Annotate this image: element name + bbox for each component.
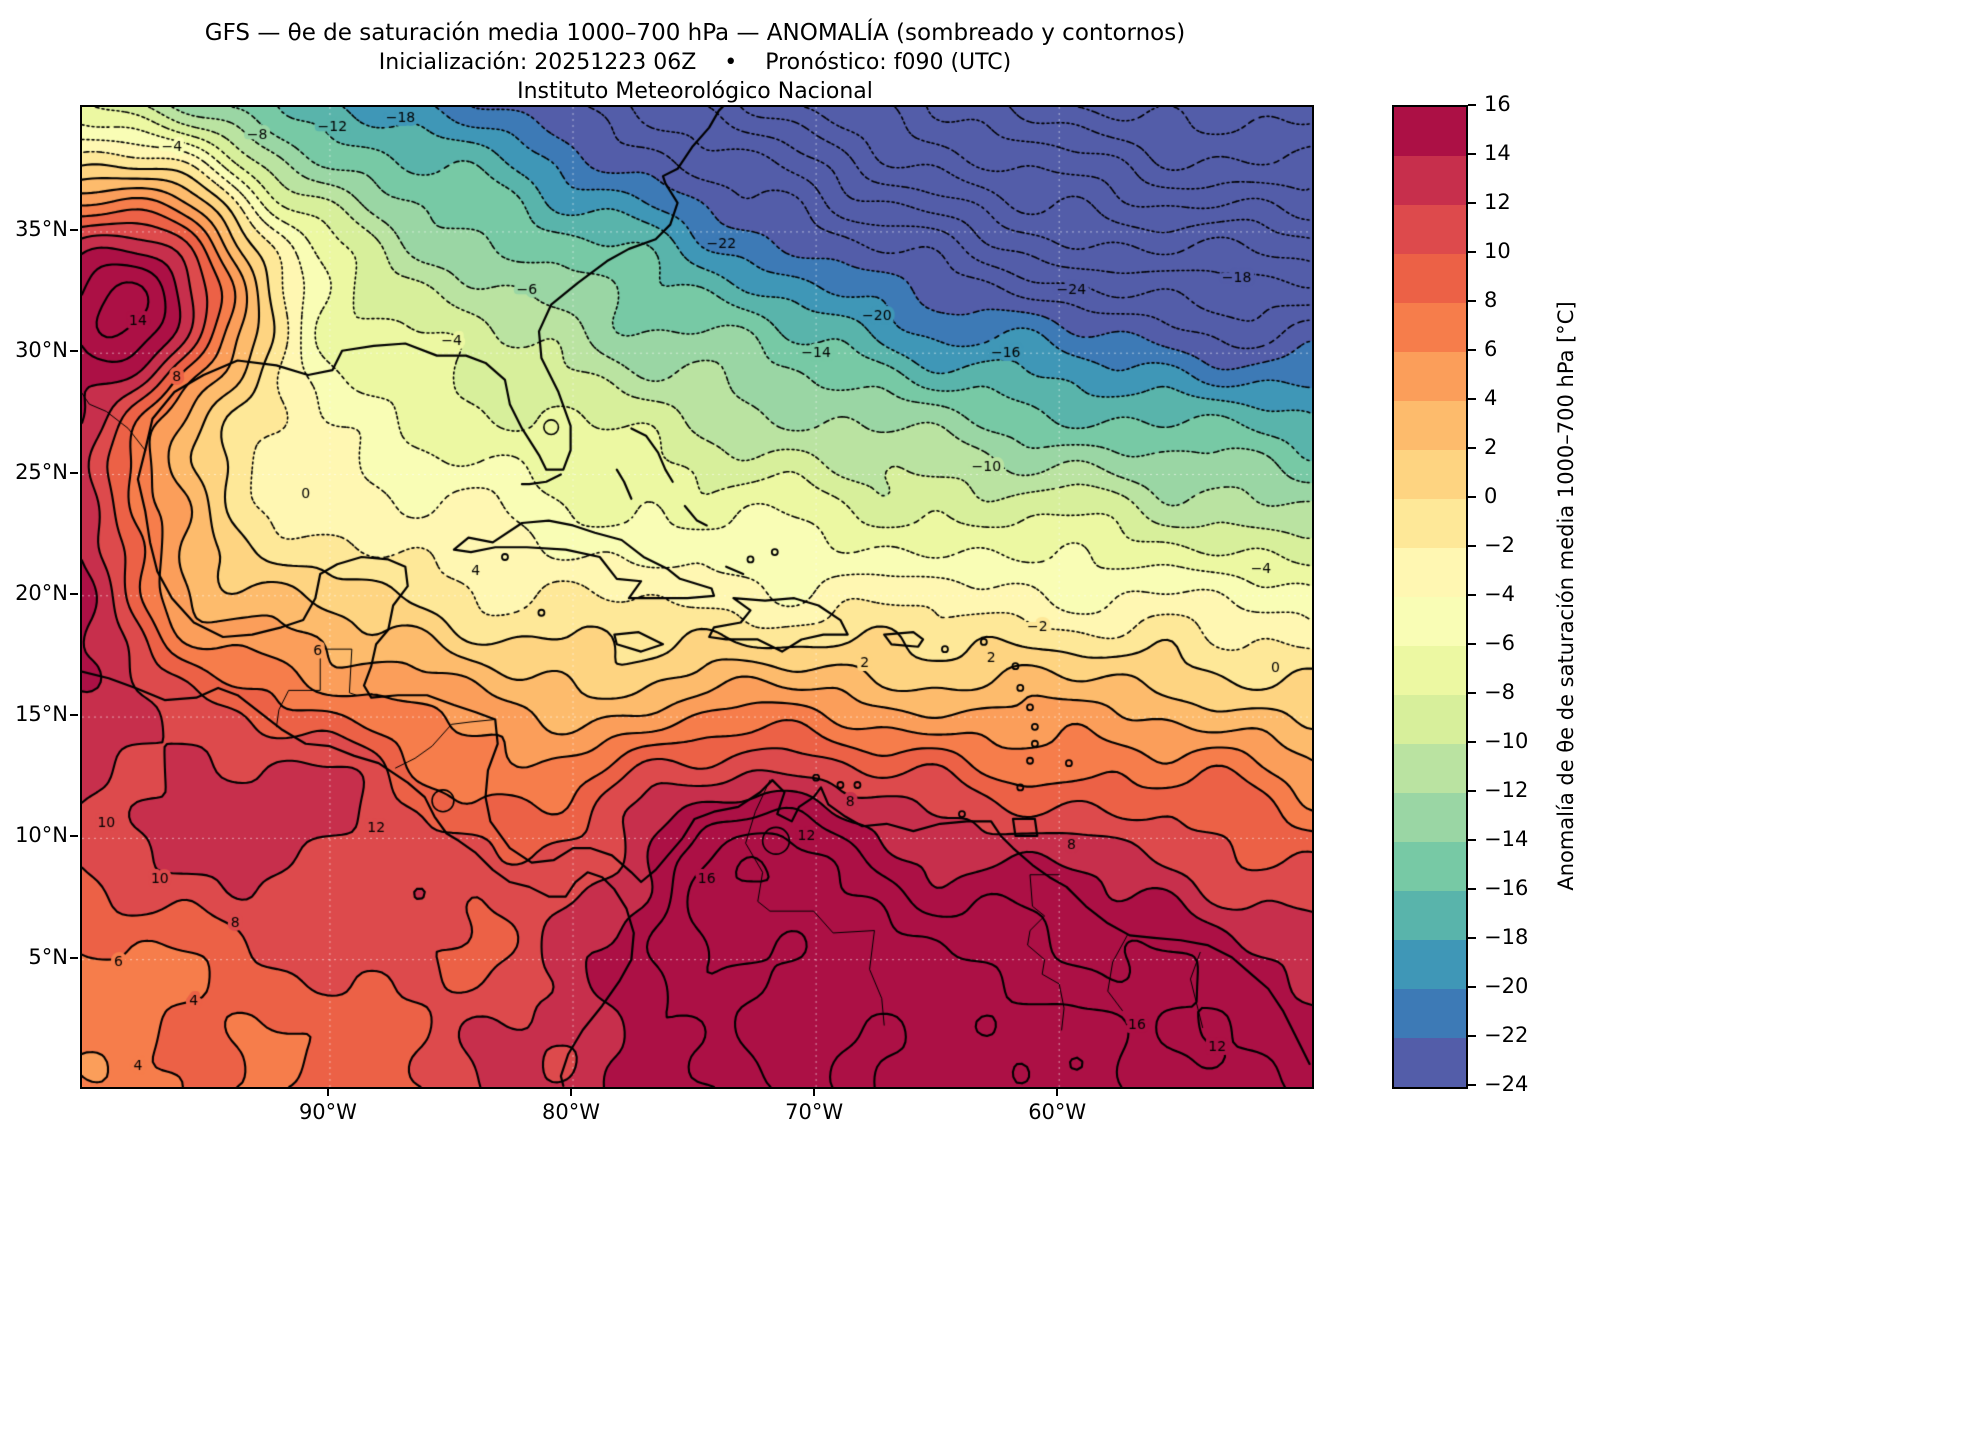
colorbar-tick-label: −24 — [1484, 1072, 1529, 1096]
colorbar-tick-mark — [1468, 888, 1476, 890]
x-tick-mark — [570, 1088, 573, 1096]
colorbar-tick-label: −2 — [1484, 533, 1515, 557]
y-tick-mark — [70, 471, 78, 474]
chart-institution: Instituto Meteorológico Nacional — [517, 79, 873, 104]
colorbar-band — [1394, 597, 1466, 646]
colorbar-tick-mark — [1468, 153, 1476, 155]
colorbar-band — [1394, 744, 1466, 793]
colorbar-tick-label: 14 — [1484, 141, 1511, 165]
colorbar-band — [1394, 254, 1466, 303]
y-tick-label: 25°N — [15, 459, 68, 484]
colorbar-tick-label: 10 — [1484, 239, 1511, 263]
y-tick-label: 30°N — [15, 338, 68, 363]
colorbar-tick-mark — [1468, 1084, 1476, 1086]
colorbar-tick-label: 8 — [1484, 288, 1498, 312]
x-tick-mark — [1056, 1088, 1059, 1096]
map-plot-area — [80, 105, 1314, 1089]
colorbar-tick-mark — [1468, 692, 1476, 694]
y-tick-mark — [70, 592, 78, 595]
colorbar-tick-mark — [1468, 741, 1476, 743]
colorbar-tick-mark — [1468, 104, 1476, 106]
colorbar-tick-mark — [1468, 839, 1476, 841]
y-tick-mark — [70, 835, 78, 838]
colorbar-tick-mark — [1468, 545, 1476, 547]
colorbar-band — [1394, 450, 1466, 499]
colorbar-tick-mark — [1468, 937, 1476, 939]
colorbar-tick-label: 6 — [1484, 337, 1498, 361]
colorbar-tick-label: −18 — [1484, 925, 1529, 949]
y-tick-label: 10°N — [15, 823, 68, 848]
x-tick-label: 90°W — [298, 1100, 357, 1124]
colorbar-band — [1394, 891, 1466, 940]
colorbar-tick-label: −6 — [1484, 631, 1515, 655]
colorbar-tick-mark — [1468, 1035, 1476, 1037]
colorbar-tick-label: −14 — [1484, 827, 1529, 851]
colorbar-band — [1394, 156, 1466, 205]
colorbar-band — [1394, 1038, 1466, 1087]
colorbar-tick-mark — [1468, 447, 1476, 449]
x-tick-label: 60°W — [1028, 1100, 1087, 1124]
y-tick-mark — [70, 714, 78, 717]
colorbar-tick-mark — [1468, 496, 1476, 498]
colorbar-tick-mark — [1468, 790, 1476, 792]
colorbar-band — [1394, 107, 1466, 156]
colorbar-tick-mark — [1468, 398, 1476, 400]
x-tick-mark — [326, 1088, 329, 1096]
colorbar-band — [1394, 695, 1466, 744]
colorbar-tick-label: −4 — [1484, 582, 1515, 606]
y-tick-label: 20°N — [15, 580, 68, 605]
colorbar-band — [1394, 303, 1466, 352]
colorbar-tick-label: 16 — [1484, 92, 1511, 116]
colorbar-tick-mark — [1468, 986, 1476, 988]
colorbar-tick-mark — [1468, 251, 1476, 253]
colorbar-tick-label: 12 — [1484, 190, 1511, 214]
colorbar — [1392, 105, 1468, 1089]
colorbar-tick-label: −20 — [1484, 974, 1529, 998]
x-tick-label: 70°W — [785, 1100, 844, 1124]
anomaly-field-canvas — [82, 107, 1312, 1087]
colorbar-band — [1394, 940, 1466, 989]
colorbar-tick-mark — [1468, 300, 1476, 302]
colorbar-tick-label: −16 — [1484, 876, 1529, 900]
colorbar-tick-label: 2 — [1484, 435, 1498, 459]
colorbar-band — [1394, 352, 1466, 401]
colorbar-tick-label: 0 — [1484, 484, 1498, 508]
colorbar-band — [1394, 548, 1466, 597]
colorbar-tick-mark — [1468, 202, 1476, 204]
chart-subtitle-init-forecast: Inicialización: 20251223 06Z • Pronóstic… — [378, 50, 1012, 75]
y-tick-label: 5°N — [28, 944, 68, 969]
y-tick-mark — [70, 228, 78, 231]
colorbar-band — [1394, 401, 1466, 450]
colorbar-band — [1394, 646, 1466, 695]
y-tick-label: 35°N — [15, 216, 68, 241]
x-tick-mark — [813, 1088, 816, 1096]
colorbar-tick-label: −10 — [1484, 729, 1529, 753]
colorbar-tick-mark — [1468, 594, 1476, 596]
colorbar-tick-label: 4 — [1484, 386, 1498, 410]
colorbar-tick-mark — [1468, 349, 1476, 351]
colorbar-band — [1394, 989, 1466, 1038]
colorbar-tick-label: −22 — [1484, 1023, 1529, 1047]
colorbar-tick-mark — [1468, 643, 1476, 645]
y-tick-label: 15°N — [15, 702, 68, 727]
colorbar-tick-label: −8 — [1484, 680, 1515, 704]
y-tick-mark — [70, 350, 78, 353]
chart-title: GFS — θe de saturación media 1000–700 hP… — [204, 20, 1186, 46]
colorbar-band — [1394, 499, 1466, 548]
title-block: GFS — θe de saturación media 1000–700 hP… — [80, 18, 1310, 106]
colorbar-band — [1394, 842, 1466, 891]
x-tick-label: 80°W — [542, 1100, 601, 1124]
y-tick-mark — [70, 956, 78, 959]
colorbar-band — [1394, 205, 1466, 254]
colorbar-tick-label: −12 — [1484, 778, 1529, 802]
colorbar-band — [1394, 793, 1466, 842]
